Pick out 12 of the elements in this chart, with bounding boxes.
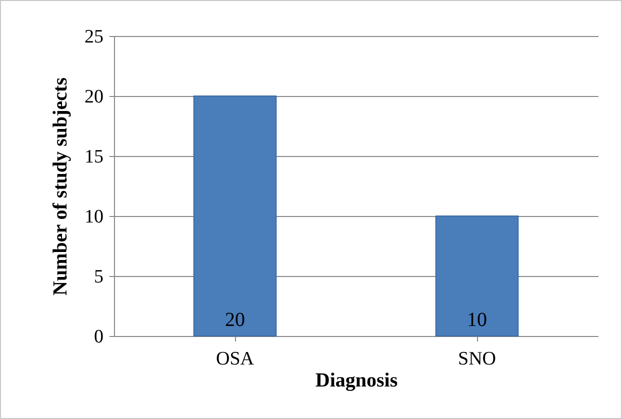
y-tick-label: 15 (84, 146, 104, 168)
y-tick-label: 5 (94, 266, 104, 288)
x-tick-label: OSA (216, 348, 254, 370)
y-tick-label: 10 (84, 206, 104, 228)
data-label: 10 (467, 309, 487, 331)
y-tick-label: 20 (84, 86, 104, 108)
x-axis-title: Diagnosis (315, 370, 398, 392)
data-label: 20 (225, 309, 245, 331)
y-axis-title: Number of study subjects (50, 77, 72, 296)
y-tick-label: 0 (94, 326, 104, 348)
y-tick-label: 25 (84, 26, 104, 48)
x-tick-label: SNO (458, 348, 496, 370)
